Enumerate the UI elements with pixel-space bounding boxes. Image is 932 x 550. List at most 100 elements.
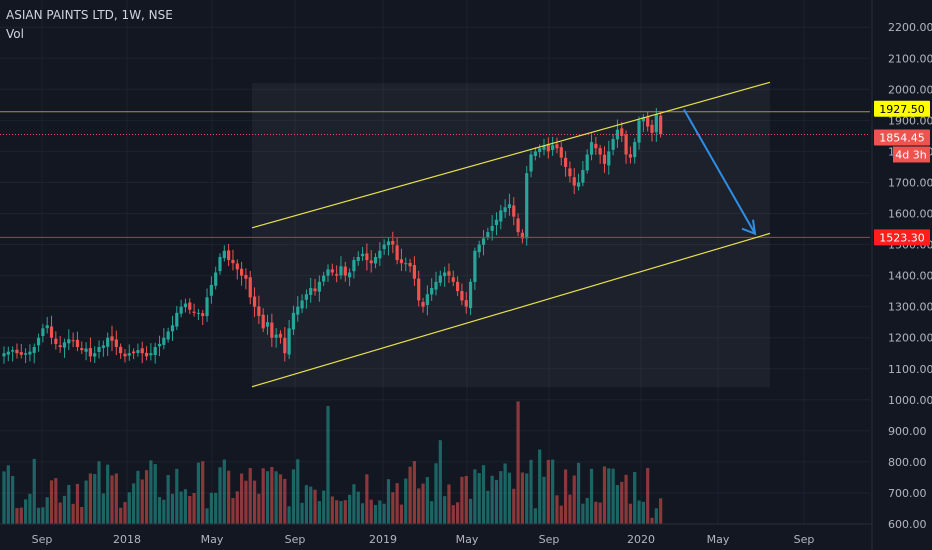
candle-body bbox=[278, 333, 283, 338]
volume-bar bbox=[339, 501, 343, 524]
candle-body bbox=[244, 274, 248, 279]
volume-bar bbox=[41, 507, 45, 524]
volume-bar bbox=[378, 500, 382, 524]
time-tick-label: May bbox=[201, 533, 224, 546]
candle-body bbox=[41, 328, 45, 337]
channel-upper-line bbox=[251, 81, 771, 229]
candle-body bbox=[101, 345, 105, 348]
candle-body bbox=[516, 218, 520, 233]
candle-body bbox=[71, 340, 75, 342]
volume-bar bbox=[261, 468, 265, 524]
resistance-price-tag-bg bbox=[874, 100, 930, 117]
candle-body bbox=[317, 281, 321, 292]
volume-bar bbox=[110, 475, 114, 524]
volume-bar bbox=[615, 485, 620, 524]
volume-bar bbox=[157, 497, 162, 524]
candle-body bbox=[564, 157, 568, 167]
volume-bar bbox=[300, 502, 304, 524]
volume-bar bbox=[67, 484, 71, 524]
candle-body bbox=[84, 348, 88, 352]
volume-bar bbox=[499, 471, 503, 524]
volume-bar bbox=[507, 472, 512, 524]
candle-body bbox=[460, 291, 464, 301]
candle-body bbox=[196, 312, 200, 314]
projection-arrow-head bbox=[741, 219, 757, 236]
candle-body bbox=[456, 281, 460, 292]
candle-body bbox=[54, 338, 58, 344]
candle-body bbox=[67, 339, 71, 344]
volume-bar bbox=[343, 500, 347, 524]
volume-bar bbox=[576, 462, 581, 524]
volume-bar bbox=[205, 508, 209, 524]
volume-bar bbox=[84, 480, 88, 524]
volume-bar bbox=[602, 466, 607, 524]
volume-bar bbox=[494, 479, 499, 524]
candle-body bbox=[348, 272, 352, 278]
volume-bar bbox=[231, 498, 235, 524]
candle-body bbox=[19, 352, 23, 355]
candle-body bbox=[45, 325, 49, 329]
volume-bar bbox=[348, 494, 352, 524]
candle-body bbox=[581, 170, 585, 183]
price-axis[interactable]: 600.00 700.00 800.00 900.00 1000.00 1100.00 12… bbox=[871, 0, 932, 550]
candle-body bbox=[421, 301, 425, 307]
candle-body bbox=[80, 348, 84, 351]
volume-bar bbox=[75, 483, 80, 524]
volume-bar bbox=[317, 501, 321, 524]
candle-body bbox=[214, 272, 218, 286]
candlesticks bbox=[2, 107, 663, 364]
volume-bar bbox=[235, 491, 239, 524]
last-price-tag-bg bbox=[874, 129, 930, 146]
candle-body bbox=[240, 268, 244, 276]
volume-bar bbox=[201, 461, 205, 524]
candle-body bbox=[162, 337, 166, 345]
candle-body bbox=[546, 144, 550, 152]
support-price-tag: 1523.30 bbox=[879, 231, 925, 244]
candle-body bbox=[136, 350, 140, 353]
candle-body bbox=[106, 337, 110, 347]
candle-body bbox=[24, 353, 28, 355]
volume-bar bbox=[257, 493, 261, 524]
candle-body bbox=[589, 142, 594, 155]
volume-bar bbox=[443, 496, 447, 524]
candle-body bbox=[594, 143, 598, 149]
candle-body bbox=[75, 339, 80, 348]
volume-bar bbox=[170, 493, 175, 524]
volume-bar bbox=[395, 483, 399, 524]
volume-bar bbox=[646, 467, 650, 524]
candle-body bbox=[425, 294, 429, 306]
candle-body bbox=[218, 256, 222, 272]
candle-body bbox=[391, 241, 395, 245]
candle-body bbox=[659, 115, 663, 135]
candle-body bbox=[365, 253, 369, 261]
volume-bar bbox=[620, 481, 624, 524]
volume-bar bbox=[71, 503, 75, 524]
candle-body bbox=[646, 116, 650, 127]
candle-body bbox=[598, 148, 602, 155]
volume-bar bbox=[80, 507, 84, 524]
candle-body bbox=[283, 337, 287, 354]
volume-bar bbox=[654, 508, 658, 524]
time-axis[interactable]: Sep 2018 May Sep 2019 May Sep 2020 May Sep bbox=[0, 523, 872, 546]
candle-body bbox=[2, 353, 6, 357]
symbol-title: ASIAN PAINTS LTD, 1W, NSE bbox=[6, 8, 173, 22]
candle-body bbox=[473, 250, 477, 282]
candle-body bbox=[235, 263, 239, 270]
candle-body bbox=[486, 232, 490, 237]
candle-body bbox=[343, 266, 347, 276]
candle-body bbox=[58, 345, 62, 348]
candle-body bbox=[607, 151, 611, 166]
volume-bar bbox=[326, 406, 330, 524]
price-tick-label: 600.00 bbox=[888, 518, 927, 531]
candle-body bbox=[132, 351, 136, 354]
volume-bar bbox=[162, 499, 166, 524]
volume-bar bbox=[581, 503, 585, 524]
candle-body bbox=[157, 343, 162, 347]
candle-body bbox=[88, 348, 92, 357]
volume-bar bbox=[525, 473, 529, 524]
channel-lower-line bbox=[251, 232, 771, 388]
volume-bar bbox=[538, 449, 542, 524]
price-tick-label: 900.00 bbox=[888, 425, 927, 438]
volume-bar bbox=[93, 474, 97, 524]
